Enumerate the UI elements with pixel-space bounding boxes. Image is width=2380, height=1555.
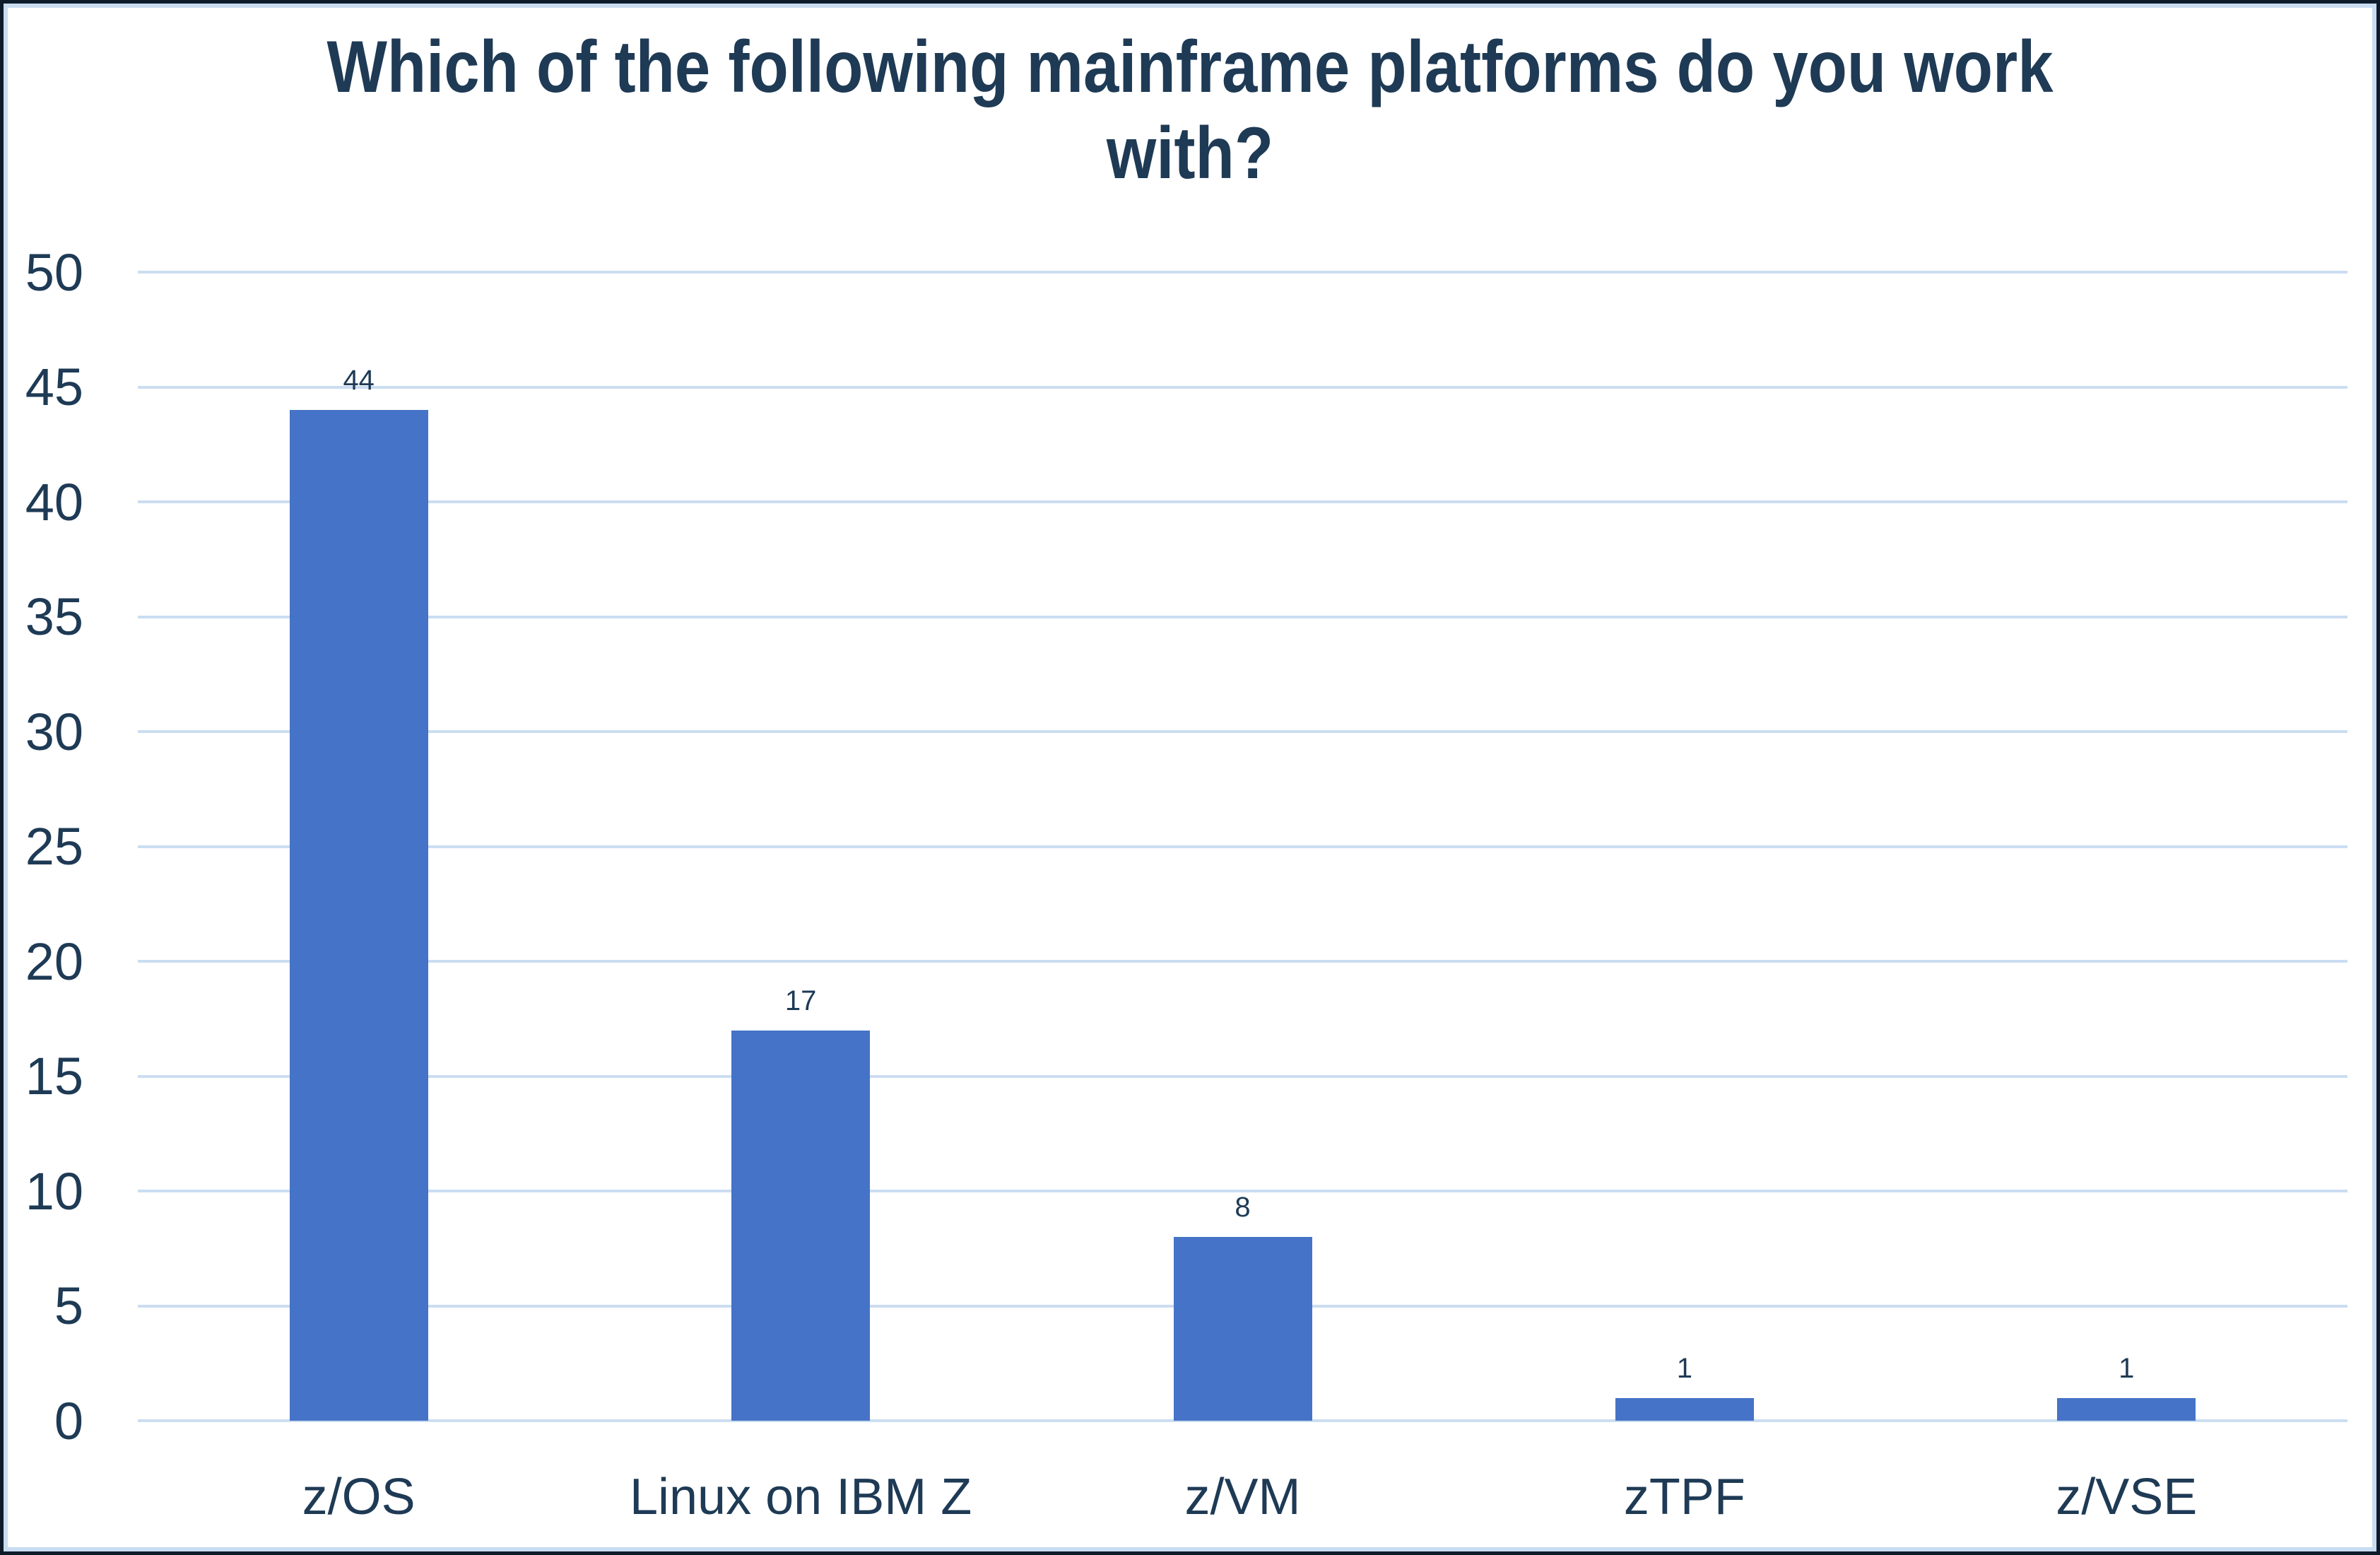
y-axis-tick-label: 20	[25, 932, 83, 991]
gridline-15	[138, 1074, 2347, 1078]
gridline-40	[138, 500, 2347, 503]
gridline-45	[138, 385, 2347, 389]
x-axis-category-label-z-os: z/OS	[302, 1469, 416, 1525]
gridline-35	[138, 615, 2347, 618]
bar-value-label-linux-on-ibm-z: 17	[784, 985, 817, 1016]
gridline-0	[138, 1419, 2347, 1422]
y-axis-tick-label: 40	[25, 472, 83, 532]
gridline-10	[138, 1190, 2347, 1192]
y-axis-tick-label: 0	[54, 1391, 83, 1450]
bar-z-vse	[2057, 1397, 2196, 1421]
gridline-25	[138, 845, 2347, 848]
y-axis-tick-label: 45	[25, 358, 83, 416]
chart-title-line-1: Which of the following mainframe platfor…	[326, 26, 2054, 108]
gridline-50	[138, 271, 2347, 274]
gridline-30	[138, 730, 2347, 733]
bar-value-label-ztpf: 1	[1676, 1352, 1692, 1384]
chart-title-line-2: with?	[1106, 112, 1274, 194]
bar-z-os	[289, 410, 428, 1421]
y-axis-tick-label: 25	[25, 817, 83, 876]
bar-z-vm	[1173, 1237, 1312, 1421]
x-axis-category-label-linux-on-ibm-z: Linux on IBM Z	[629, 1469, 972, 1525]
bar-ztpf	[1615, 1397, 1754, 1421]
y-axis-tick-label: 10	[25, 1161, 83, 1221]
y-axis-tick-label: 15	[25, 1047, 83, 1105]
bar-value-label-z-vm: 8	[1235, 1192, 1251, 1223]
bar-linux-on-ibm-z	[731, 1030, 871, 1421]
y-axis-tick-label: 50	[25, 242, 83, 302]
y-axis-tick-label: 35	[25, 587, 83, 646]
x-axis-category-label-ztpf: zTPF	[1623, 1469, 1745, 1525]
bar-value-label-z-os: 44	[343, 365, 375, 396]
bar-value-label-z-vse: 1	[2119, 1352, 2135, 1384]
x-axis-category-label-z-vse: z/VSE	[2056, 1469, 2198, 1525]
chart-title: Which of the following mainframe platfor…	[0, 24, 2380, 196]
gridline-20	[138, 960, 2347, 963]
y-axis-tick-label: 30	[25, 702, 83, 761]
y-axis-tick-label: 5	[54, 1277, 83, 1335]
x-axis-category-label-z-vm: z/VM	[1184, 1469, 1301, 1525]
